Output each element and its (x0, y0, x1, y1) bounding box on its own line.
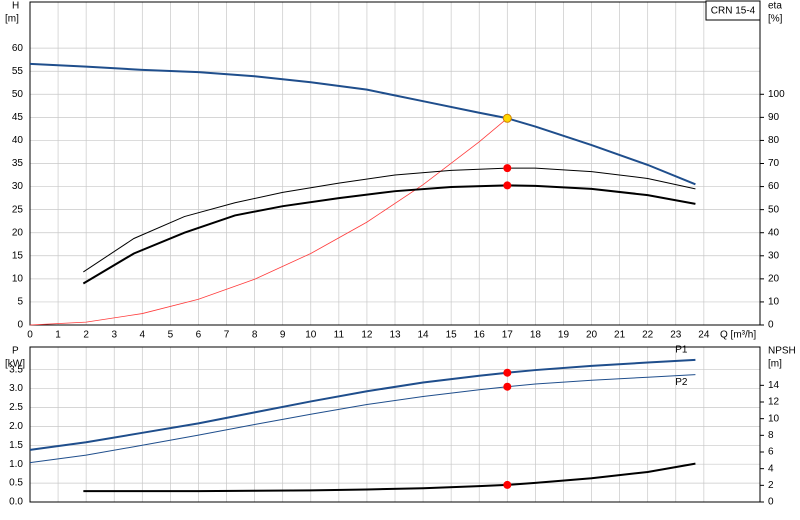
x-tick-label: 0 (27, 330, 33, 341)
y2-tick-label: 100 (768, 89, 785, 100)
duty-point (503, 480, 512, 489)
x-tick-label: 12 (361, 330, 373, 341)
x-tick-label: 22 (642, 330, 654, 341)
y2-tick-label: 2 (768, 480, 774, 491)
x-tick-label: 18 (530, 330, 542, 341)
y2-tick-label: 70 (768, 158, 780, 169)
y2-axis-title: eta (768, 1, 782, 12)
y-axis-title: P (12, 346, 19, 357)
y-tick-label: 15 (12, 250, 24, 261)
y-tick-label: 45 (12, 112, 24, 123)
curve-label: P1 (675, 344, 688, 355)
plot-frame (29, 346, 761, 503)
x-tick-label: 24 (698, 330, 710, 341)
x-tick-label: 6 (196, 330, 202, 341)
y-tick-label: 0.0 (9, 497, 23, 508)
y2-tick-label: 8 (768, 430, 774, 441)
y2-axis-unit: [%] (768, 14, 783, 25)
x-axis-title: Q [m³/h] (720, 330, 756, 341)
y2-tick-label: 80 (768, 135, 780, 146)
y-tick-label: 40 (12, 135, 24, 146)
y2-tick-label: 4 (768, 463, 774, 474)
y-tick-label: 10 (12, 273, 24, 284)
y-tick-label: 1.0 (9, 459, 23, 470)
x-tick-label: 14 (418, 330, 430, 341)
y-tick-label: 35 (12, 158, 24, 169)
x-tick-label: 19 (558, 330, 570, 341)
x-tick-label: 16 (474, 330, 486, 341)
x-tick-label: 15 (446, 330, 458, 341)
y2-tick-label: 0 (768, 320, 774, 331)
duty-point (503, 164, 512, 173)
y2-tick-label: 90 (768, 112, 780, 123)
x-tick-label: 1 (55, 330, 61, 341)
y-axis-title: H (12, 1, 19, 12)
x-tick-label: 4 (140, 330, 146, 341)
y-tick-label: 25 (12, 204, 24, 215)
plot-frame (29, 1, 761, 326)
curve (83, 462, 696, 493)
y-tick-label: 0.5 (9, 478, 23, 489)
y-axis-unit: [m] (5, 14, 19, 25)
y2-tick-label: 14 (768, 380, 780, 391)
y-tick-label: 20 (12, 227, 24, 238)
x-tick-label: 21 (614, 330, 626, 341)
x-tick-label: 5 (168, 330, 174, 341)
y2-axis-title: NPSH (768, 346, 796, 357)
y2-tick-label: 10 (768, 297, 780, 308)
y2-tick-label: 12 (768, 397, 780, 408)
curve (83, 167, 696, 273)
y2-tick-label: 40 (768, 227, 780, 238)
duty-point (503, 368, 512, 377)
y-tick-label: 5 (17, 297, 23, 308)
curve-label: P2 (675, 377, 688, 388)
x-tick-label: 7 (224, 330, 230, 341)
curve (82, 184, 696, 285)
curve (29, 358, 696, 451)
y-tick-label: 60 (12, 43, 24, 54)
y-tick-label: 1.5 (9, 440, 23, 451)
y2-tick-label: 50 (768, 204, 780, 215)
x-tick-label: 23 (670, 330, 682, 341)
label-box (705, 0, 761, 21)
y-tick-label: 3.5 (9, 364, 23, 375)
y-tick-label: 2.0 (9, 421, 23, 432)
x-tick-label: 13 (389, 330, 401, 341)
curve (29, 117, 508, 326)
y2-tick-label: 60 (768, 181, 780, 192)
y2-tick-label: 10 (768, 413, 780, 424)
x-tick-label: 8 (252, 330, 258, 341)
duty-point (502, 113, 512, 123)
duty-point (503, 181, 512, 190)
y-tick-label: 55 (12, 66, 24, 77)
x-tick-label: 17 (502, 330, 514, 341)
x-tick-label: 9 (280, 330, 286, 341)
curve (29, 62, 696, 186)
y-tick-label: 50 (12, 89, 24, 100)
y2-tick-label: 0 (768, 497, 774, 508)
x-tick-label: 2 (83, 330, 89, 341)
x-tick-label: 20 (586, 330, 598, 341)
y2-tick-label: 20 (768, 273, 780, 284)
y-tick-label: 30 (12, 181, 24, 192)
curve (29, 374, 696, 464)
y-axis-unit: [kW] (5, 359, 25, 370)
x-tick-label: 10 (305, 330, 317, 341)
x-tick-label: 3 (111, 330, 117, 341)
y-tick-label: 0 (17, 320, 23, 331)
y2-tick-label: 30 (768, 250, 780, 261)
y2-axis-unit: [m] (768, 359, 782, 370)
x-tick-label: 11 (334, 330, 345, 341)
y2-tick-label: 6 (768, 447, 774, 458)
duty-point (503, 382, 512, 391)
y-tick-label: 3.0 (9, 383, 23, 394)
y-tick-label: 2.5 (9, 402, 23, 413)
label-box-text: CRN 15-4 (711, 6, 756, 17)
